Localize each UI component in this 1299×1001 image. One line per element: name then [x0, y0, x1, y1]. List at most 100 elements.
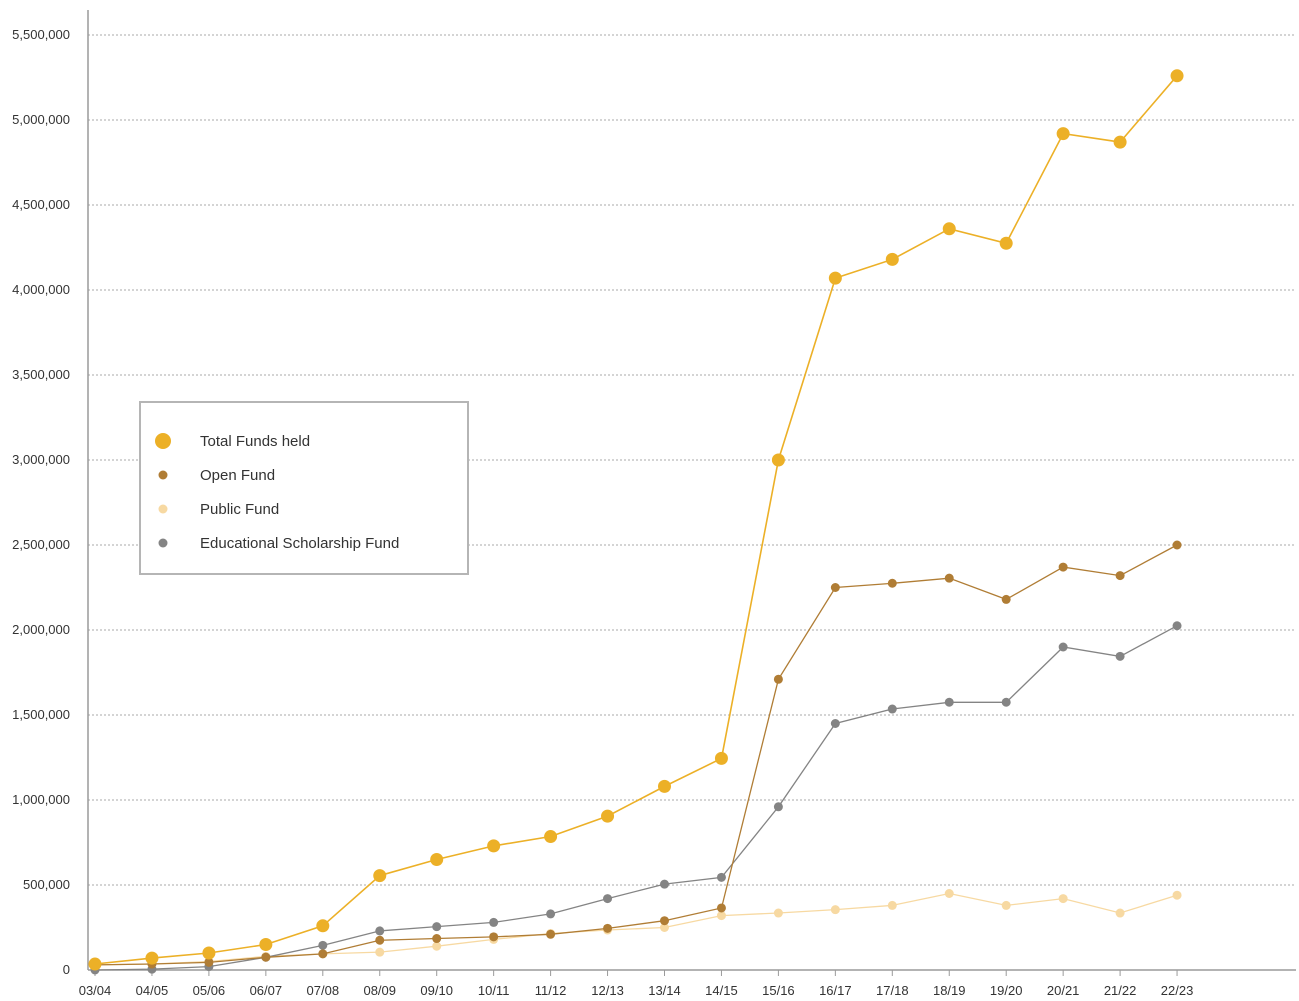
data-point	[373, 869, 387, 883]
data-point	[432, 922, 442, 932]
legend-label: Public Fund	[200, 501, 279, 518]
legend-marker	[158, 470, 168, 480]
data-point	[487, 839, 501, 853]
series-total-funds-held	[88, 69, 1184, 971]
x-tick-label: 16/17	[819, 983, 852, 996]
data-point	[830, 905, 840, 915]
data-point	[830, 583, 840, 592]
x-tick-label: 04/05	[136, 983, 169, 996]
data-point	[887, 578, 897, 588]
y-tick-label: 4,500,000	[12, 197, 70, 212]
data-point	[375, 947, 385, 957]
data-point	[1056, 127, 1070, 141]
data-point	[1172, 621, 1182, 631]
series-line	[94, 625, 1178, 971]
y-tick-label: 5,000,000	[12, 112, 70, 127]
data-point	[771, 453, 785, 467]
y-tick-label: 5,500,000	[12, 27, 70, 42]
x-tick-label: 14/15	[705, 983, 738, 996]
data-point	[601, 809, 615, 823]
data-point	[318, 940, 328, 950]
data-point	[261, 952, 271, 962]
x-tick-label: 18/19	[933, 983, 966, 996]
series-line	[94, 544, 1178, 966]
data-point	[942, 222, 956, 236]
data-point	[432, 934, 442, 944]
y-tick-label: 2,500,000	[12, 537, 70, 552]
data-point	[375, 935, 385, 945]
axes	[87, 10, 1296, 976]
data-point	[316, 919, 330, 933]
data-point	[489, 917, 499, 927]
data-point	[145, 951, 159, 965]
data-point	[773, 908, 783, 918]
x-tick-label: 13/14	[648, 983, 681, 996]
series-educational-scholarship-fund	[90, 621, 1182, 975]
x-tick-label: 05/06	[193, 983, 226, 996]
legend-box	[139, 401, 469, 575]
data-point	[660, 879, 669, 889]
data-point	[318, 949, 328, 959]
y-axis-tick-labels: 0 500,000 1,000,000 1,500,000 2,000,000 2,500…	[12, 27, 70, 977]
data-point	[660, 923, 669, 932]
x-tick-label: 21/22	[1104, 983, 1137, 996]
x-tick-label: 07/08	[307, 983, 340, 996]
legend-label: Educational Scholarship Fund	[200, 535, 399, 552]
x-axis-tick-labels: 03/04 04/05 05/06 06/07 07/08 08/09 09/10 10/11…	[79, 983, 1194, 998]
legend-marker	[155, 433, 171, 449]
data-point	[1058, 642, 1068, 652]
x-tick-label: 11/12	[535, 983, 567, 996]
legend-marker	[158, 504, 168, 514]
data-point	[489, 932, 499, 942]
data-point	[944, 889, 954, 898]
data-point	[603, 923, 613, 933]
data-point	[544, 830, 558, 844]
legend-label: Open Fund	[200, 467, 275, 484]
y-tick-label: 2,000,000	[12, 622, 70, 637]
x-tick-label: 15/16	[762, 983, 795, 996]
y-tick-label: 1,500,000	[12, 707, 70, 722]
series-line	[94, 75, 1178, 965]
data-point	[375, 926, 385, 936]
data-point	[1001, 697, 1011, 707]
data-point	[944, 573, 954, 583]
y-tick-label: 0	[63, 962, 70, 977]
data-point	[432, 941, 442, 951]
x-tick-label: 03/04	[79, 983, 112, 996]
data-point	[658, 779, 671, 793]
x-tick-label: 06/07	[250, 983, 283, 996]
data-point	[1172, 890, 1182, 900]
series-open-fund	[90, 540, 1182, 970]
data-point	[1058, 894, 1068, 904]
data-point	[716, 903, 726, 913]
y-tick-label: 3,000,000	[12, 452, 70, 467]
data-point	[546, 929, 556, 939]
data-point	[1115, 571, 1125, 581]
data-point	[716, 872, 726, 882]
data-point	[887, 704, 897, 714]
x-tick-label: 22/23	[1161, 983, 1194, 996]
data-point	[202, 946, 216, 960]
data-point	[1172, 540, 1182, 550]
series-line	[94, 892, 1178, 966]
data-point	[1058, 562, 1068, 572]
data-point	[885, 252, 899, 266]
x-tick-label: 20/21	[1047, 983, 1080, 996]
y-tick-label: 3,500,000	[12, 367, 70, 382]
data-point	[660, 916, 669, 926]
x-tick-label: 10/11	[478, 983, 510, 996]
y-tick-label: 1,000,000	[12, 792, 70, 807]
gridlines	[88, 34, 1296, 886]
data-point	[1001, 900, 1011, 910]
x-tick-label: 12/13	[591, 983, 624, 996]
data-point	[773, 802, 783, 812]
data-point	[546, 909, 556, 919]
series	[88, 69, 1184, 975]
data-point	[1170, 69, 1184, 83]
data-point	[88, 957, 102, 971]
y-tick-label: 500,000	[23, 877, 70, 892]
data-point	[716, 911, 726, 921]
data-point	[430, 853, 444, 866]
data-point	[259, 938, 273, 951]
